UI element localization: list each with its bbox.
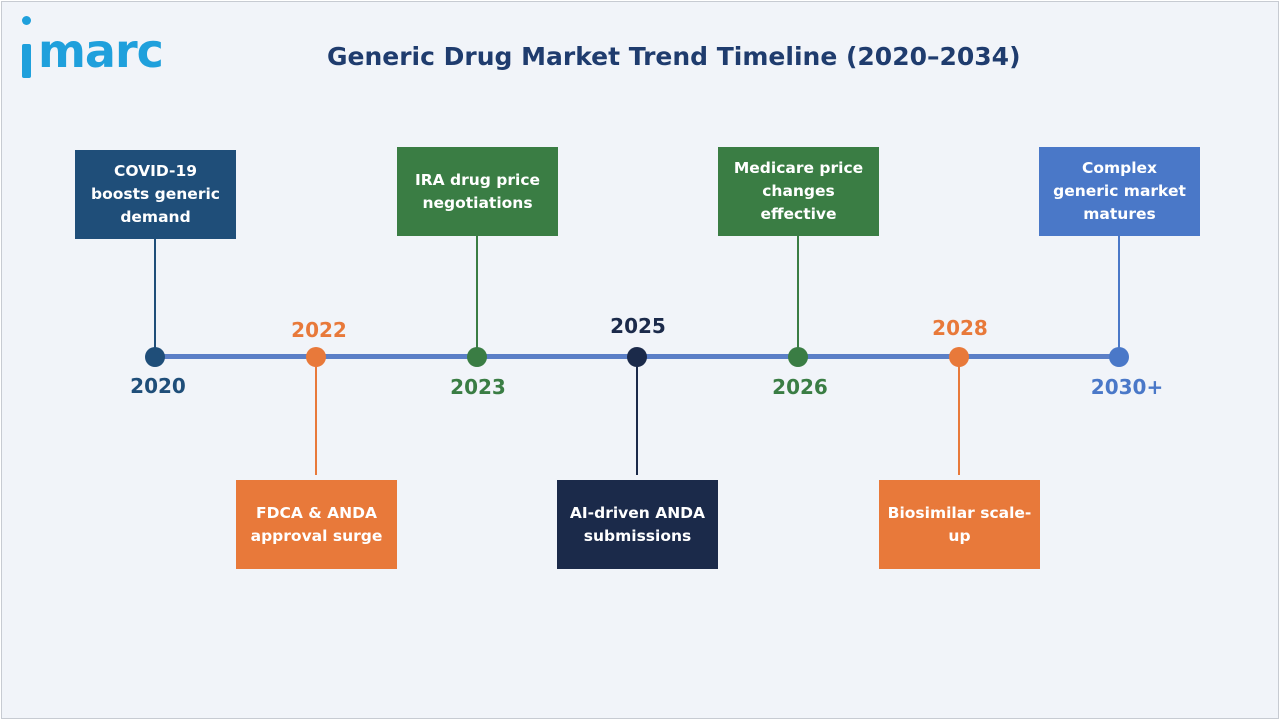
timeline-node-2030-plus	[1109, 347, 1129, 367]
event-box-2026: Medicare price changes effective	[718, 147, 879, 236]
chart-title: Generic Drug Market Trend Timeline (2020…	[327, 42, 1021, 71]
year-label-2020: 2020	[130, 374, 186, 398]
year-label-2026: 2026	[772, 375, 828, 399]
connector-2022	[315, 357, 317, 475]
year-label-2030-plus: 2030+	[1090, 375, 1164, 399]
logo-i-stem	[22, 44, 31, 78]
year-label-2028: 2028	[932, 316, 988, 340]
event-box-2023: IRA drug price negotiations	[397, 147, 558, 236]
timeline-node-2022	[306, 347, 326, 367]
connector-2030-plus	[1118, 236, 1120, 357]
year-label-2023: 2023	[450, 375, 506, 399]
connector-2026	[797, 236, 799, 357]
year-label-2025: 2025	[610, 314, 666, 338]
logo-wordmark: marc	[38, 24, 164, 78]
connector-2025	[636, 357, 638, 475]
event-label-2030-plus: Complex generic market matures	[1053, 159, 1186, 223]
event-box-2020: COVID-19 boosts generic demand	[75, 150, 236, 239]
event-box-2022: FDCA & ANDA approval surge	[236, 480, 397, 569]
timeline-node-2026	[788, 347, 808, 367]
connector-2020	[154, 239, 156, 357]
timeline-node-2023	[467, 347, 487, 367]
event-label-2023: IRA drug price negotiations	[414, 170, 541, 212]
year-label-2022: 2022	[291, 318, 347, 342]
connector-2023	[476, 236, 478, 357]
event-box-2030-plus: Complex generic market matures	[1039, 147, 1200, 236]
timeline-node-2025	[627, 347, 647, 367]
connector-2028	[958, 357, 960, 475]
event-label-2026: Medicare price changes effective	[733, 159, 864, 223]
event-label-2020: COVID-19 boosts generic demand	[91, 162, 220, 226]
logo-i-dot	[22, 16, 31, 25]
event-label-2028: Biosimilar scale-up	[887, 503, 1032, 545]
event-label-2025: AI-driven ANDA submissions	[569, 503, 706, 545]
event-label-2022: FDCA & ANDA approval surge	[250, 503, 383, 545]
timeline-node-2028	[949, 347, 969, 367]
logo-i-glyph	[22, 16, 31, 78]
event-box-2028: Biosimilar scale-up	[879, 480, 1040, 569]
timeline-node-2020	[145, 347, 165, 367]
event-box-2025: AI-driven ANDA submissions	[557, 480, 718, 569]
